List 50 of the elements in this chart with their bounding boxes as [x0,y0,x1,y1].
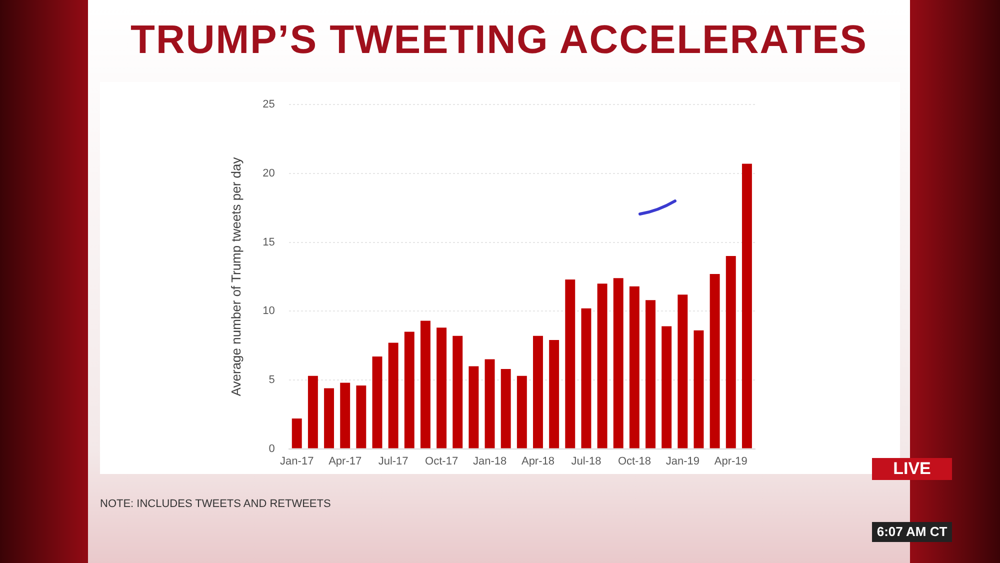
x-tick-label: Jul-17 [378,455,408,468]
bar [662,326,672,448]
x-tick-label: Apr-18 [521,455,555,468]
x-tick-label: Apr-19 [714,455,748,468]
y-tick-label: 15 [262,236,275,248]
chart-title: TRUMP’S TWEETING ACCELERATES [130,18,868,63]
bar [468,366,479,448]
bar [597,284,608,448]
bar [356,385,366,448]
x-tick-label: Apr-17 [328,455,362,468]
bar [694,330,704,448]
bar [533,336,543,448]
bar [726,256,736,448]
bar [581,308,592,448]
bar [308,376,318,448]
text: LIVE [872,458,952,480]
bar [629,286,640,448]
y-tick-label: 5 [268,374,275,386]
x-tick-label: Jul-18 [571,455,602,468]
x-tick-label: Jan-19 [666,455,700,468]
bar [436,328,447,448]
text: NOTE: INCLUDES TWEETS AND RETWEETS [100,498,331,510]
bar [646,300,656,448]
bar [452,336,463,448]
bar [404,332,414,448]
bar [710,274,720,448]
y-tick-label: 0 [268,442,275,455]
x-tick-label: Oct-17 [425,455,458,468]
bar [565,279,576,448]
x-tick-label: Jan-18 [472,455,507,468]
bar [613,278,624,448]
text: 6:07 AM CT [872,522,952,542]
bar [388,342,398,448]
bar [500,368,511,448]
x-tick-label: Oct-18 [618,455,651,468]
bar [516,376,527,448]
bar [484,359,495,448]
y-axis-title: Average number of Trump tweets per day [228,156,244,396]
bar [292,418,302,448]
x-tick-label: Jan-17 [280,455,314,468]
y-tick-label: 20 [262,167,275,180]
bar [678,294,688,448]
y-tick-label: 10 [262,305,275,318]
bar [372,356,382,448]
bar [324,388,334,448]
bar [420,320,430,448]
y-tick-label: 25 [262,98,275,111]
bar [340,382,350,448]
bar [549,340,560,448]
bar [742,164,752,448]
